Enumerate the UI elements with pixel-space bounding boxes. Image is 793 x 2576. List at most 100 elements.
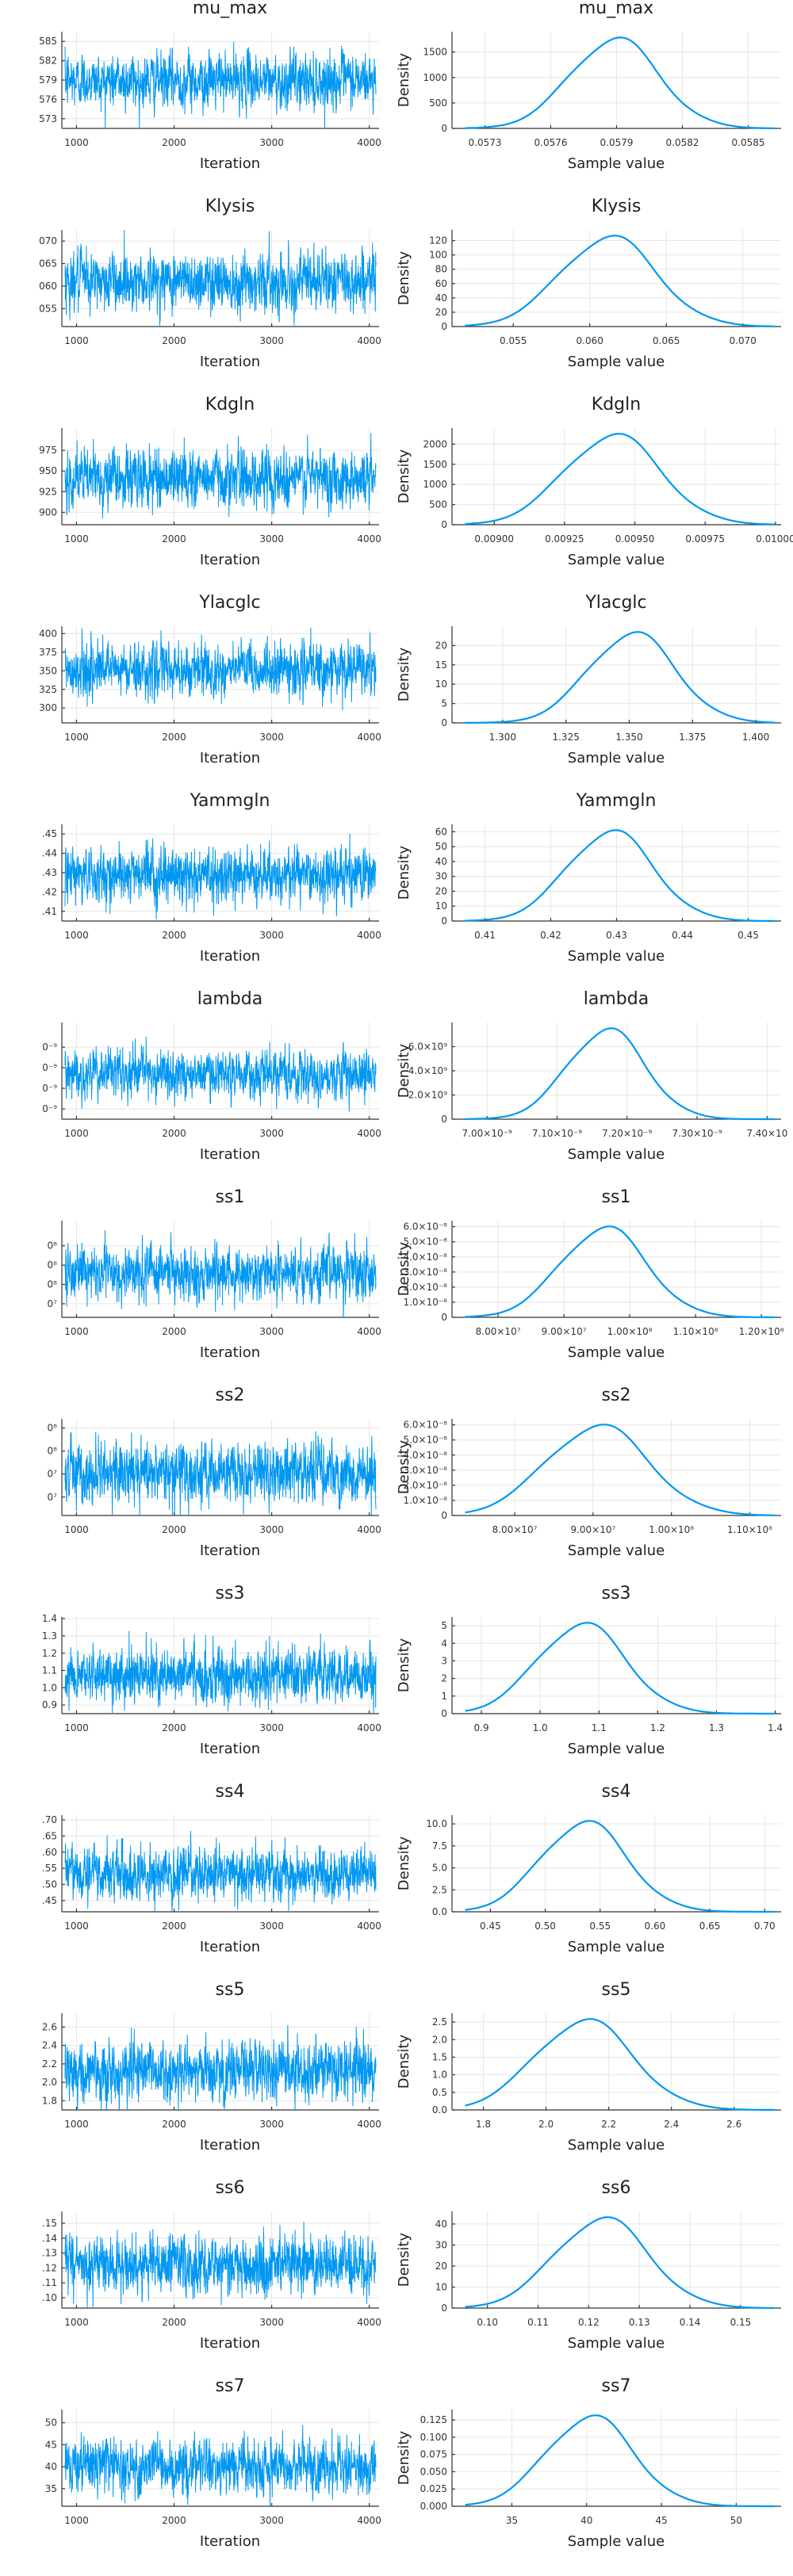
x-axis-label: Iteration [200,750,260,766]
x-axis-label: Sample value [568,354,665,370]
x-axis-label: Iteration [200,2137,260,2154]
x-tick-label: 4000 [357,1524,381,1535]
y-axis-label: Density [396,2232,412,2287]
density-panel-ss6: ss6 0.10 0.11 0.12 0.13 0.14 0.15 0 10 20 30 40 Samp… [396,2178,781,2352]
y-tick-label: .15 [42,2218,57,2229]
x-tick-label: 2.0 [538,2119,554,2130]
x-tick-label: 7.00×10⁻⁹ [462,1128,512,1139]
x-tick-label: 2000 [162,1722,186,1733]
x-tick-label: 0.60 [645,1921,666,1932]
density-panel-ss5: ss5 1.8 2.0 2.2 2.4 2.6 0.0 0.5 1.0 1.5 2.0 2.5 Samp… [396,1980,781,2154]
panel-title: ss7 [216,2376,245,2396]
y-tick-label: 0⁸ [48,1240,58,1252]
density-panel-Klysis: Klysis 0.055 0.060 0.065 0.070 0 20 40 60 80 100 12… [396,197,781,370]
trace-line [64,2024,377,2112]
x-axis-label: Sample value [568,1542,665,1559]
x-tick-label: 1.1 [592,1722,607,1733]
y-tick-label: 20 [435,2261,447,2272]
panel-title: ss2 [216,1385,245,1405]
trace-line [64,1036,377,1112]
y-tick-label: 2.5 [432,1884,447,1895]
x-tick-label: 0.00975 [685,533,725,545]
y-tick-label: 60 [435,278,447,289]
x-tick-label: 40 [580,2515,592,2526]
y-tick-label: 2.0 [42,2077,57,2088]
x-tick-label: 1.20×10⁸ [739,1326,784,1337]
trace-panel-Klysis: Klysis 1000 2000 3000 4000 055 060 065 070 Iterat… [39,197,381,370]
panel-title: Ylacglc [584,593,646,613]
x-axis-label: Iteration [200,2533,260,2550]
x-tick-label: 0.11 [527,2317,549,2328]
x-tick-label: 2000 [162,1524,186,1535]
x-tick-label: 1.00×10⁸ [649,1524,694,1535]
x-tick-label: 1000 [64,137,89,148]
y-axis-label: Density [396,647,412,701]
y-tick-label: .14 [42,2233,57,2244]
x-tick-label: 4000 [357,533,381,545]
x-tick-label: 3000 [259,1326,284,1337]
y-tick-label: 10.0 [426,1818,447,1829]
x-tick-label: 2000 [162,930,186,941]
y-tick-label: 2.4 [42,2040,57,2051]
y-tick-label: 5.0×10⁻⁸ [403,1435,447,1446]
x-tick-label: 0.0582 [666,137,699,148]
y-tick-label: 1.8 [42,2095,57,2106]
y-tick-label: .55 [42,1863,57,1874]
y-tick-label: 579 [39,75,57,86]
trace-panel-ss4: ss4 1000 2000 3000 4000 .45 .50 .55 .60 .65 .70 Ite… [42,1782,381,1955]
trace-line [64,627,377,711]
y-tick-label: 15 [435,659,447,671]
x-tick-label: 3000 [259,2317,284,2328]
x-tick-label: 4000 [357,335,381,346]
density-curve [465,36,775,129]
x-tick-label: 7.20×10⁻⁹ [602,1128,652,1139]
y-tick-label: 2.5 [432,2016,447,2028]
y-tick-label: 1.2 [42,1648,57,1659]
y-tick-label: 0⁻⁹ [42,1062,57,1073]
x-tick-label: 1000 [64,1524,89,1535]
panel-title: Klysis [592,197,642,216]
x-tick-label: 2000 [162,2515,186,2526]
y-tick-label: 0.5 [432,2087,447,2098]
panel-title: Yammgln [190,791,270,811]
x-tick-label: 0.41 [474,930,496,941]
y-tick-label: 40 [435,856,447,867]
x-tick-label: 2000 [162,1921,186,1932]
x-tick-label: 7.40×10 [746,1128,787,1139]
panel-title: lambda [584,989,649,1009]
y-tick-label: 4 [441,1638,447,1649]
x-tick-label: 1000 [64,732,89,743]
trace-panel-ss6: ss6 1000 2000 3000 4000 .10 .11 .12 .13 .14 .15 Ite… [42,2178,381,2352]
x-axis-label: Iteration [200,1344,260,1361]
y-tick-label: 6.0×10⁻⁸ [403,1221,447,1233]
y-tick-label: 10 [435,678,447,690]
panel-title: ss5 [602,1980,631,2000]
x-tick-label: 1.375 [679,732,706,743]
y-tick-label: 2.0×10⁹ [408,1090,447,1101]
y-tick-label: 6.0×10⁻⁸ [403,1420,447,1431]
x-tick-label: 1000 [64,1326,89,1337]
y-tick-label: 10 [435,2281,447,2292]
y-tick-label: 055 [39,303,57,314]
x-tick-label: 2000 [162,1128,186,1139]
y-axis-label: Density [396,1241,412,1296]
density-panel-ss3: ss3 0.9 1.0 1.1 1.2 1.3 1.4 0 1 2 3 4 5 Sample value D… [396,1584,783,1757]
y-tick-label: 0 [441,321,447,332]
y-tick-label: 375 [39,647,57,658]
y-tick-label: 60 [435,826,447,837]
trace-line [64,1630,377,1714]
density-curve [465,1622,775,1715]
x-axis-label: Iteration [200,1146,260,1163]
x-tick-label: 0.065 [653,335,680,346]
x-tick-label: 0.070 [730,335,757,346]
y-tick-label: 1.1 [42,1665,57,1676]
x-tick-label: 2000 [162,1326,186,1337]
y-tick-label: .44 [42,848,57,859]
x-tick-label: 0.70 [754,1921,776,1932]
trace-panel-Kdgln: Kdgln 1000 2000 3000 4000 900 925 950 975 Iterati… [39,395,381,568]
x-tick-label: 3000 [259,930,284,941]
y-tick-label: 0.025 [420,2483,447,2494]
x-tick-label: 0.43 [606,930,627,941]
y-tick-label: .12 [42,2262,57,2273]
y-tick-label: 3 [441,1655,447,1666]
